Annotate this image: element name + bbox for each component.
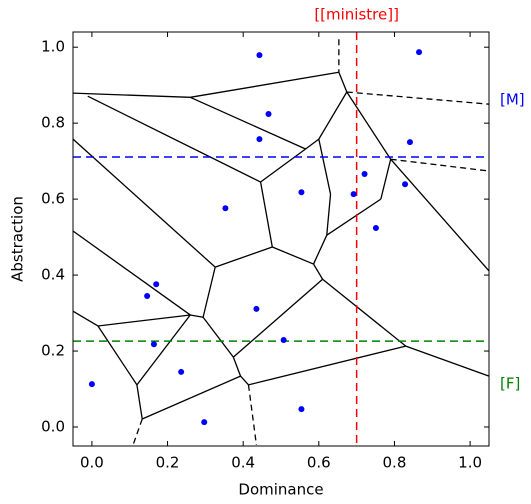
point (280, 337, 287, 344)
y-tick-label: 0.0 (41, 418, 65, 436)
voronoi-edge (189, 96, 306, 150)
x-tick-label: 0.2 (156, 454, 180, 472)
point (153, 281, 160, 288)
voronoi-edge (326, 198, 382, 236)
point (416, 49, 423, 56)
point (222, 205, 229, 212)
y-axis-label: Abstraction (9, 196, 27, 282)
y-tick-label: 0.6 (41, 190, 65, 208)
point (88, 381, 95, 388)
x-tick-label: 1.0 (458, 454, 482, 472)
voronoi-edge (232, 356, 242, 377)
y-tick-label: 1.0 (41, 38, 65, 56)
reference-label: [M] (500, 91, 525, 109)
reference-label: [F] (500, 375, 520, 393)
y-tick-label: 0.2 (41, 342, 65, 360)
voronoi-edge (136, 384, 143, 420)
voronoi-edge (346, 91, 490, 105)
voronoi-edge (72, 230, 191, 316)
point (361, 171, 368, 178)
voronoi-edge (318, 138, 332, 195)
voronoi-edge (405, 345, 490, 377)
voronoi-edge (240, 375, 249, 386)
voronoi-edge (312, 234, 328, 265)
point (298, 406, 305, 413)
voronoi-edge (97, 325, 138, 386)
x-tick-label: 0.4 (231, 454, 255, 472)
voronoi-edge (232, 278, 324, 358)
voronoi-edge (72, 310, 99, 327)
point (402, 181, 409, 188)
x-tick-label: 0.0 (80, 454, 104, 472)
point (372, 224, 379, 231)
point (350, 191, 357, 198)
voronoi-edge (305, 138, 320, 150)
voronoi-edge (202, 316, 234, 358)
voronoi-edge (141, 375, 241, 420)
point (298, 189, 305, 196)
point (406, 139, 413, 146)
voronoi-edge (248, 345, 406, 386)
voronoi-edge (380, 159, 392, 200)
voronoi-edge (390, 158, 490, 272)
voronoi-edge (87, 95, 261, 183)
voronoi-edge (136, 314, 191, 386)
voronoi-edge (72, 92, 191, 98)
voronoi-edge (346, 91, 392, 160)
x-tick-label: 0.6 (307, 454, 331, 472)
voronoi-edge (338, 72, 348, 93)
voronoi-edge (390, 158, 490, 172)
point (178, 368, 185, 375)
x-axis-label: Dominance (238, 481, 323, 499)
voronoi-edge (260, 148, 306, 183)
voronoi-edge (190, 314, 204, 318)
x-tick-label: 0.8 (383, 454, 407, 472)
voronoi-edge (318, 91, 348, 140)
point (253, 305, 260, 312)
voronoi-edge (72, 138, 216, 268)
voronoi-edge (97, 314, 191, 327)
voronoi-edge (322, 278, 407, 347)
voronoi-edge (214, 246, 273, 268)
point (256, 52, 263, 59)
point (265, 111, 272, 118)
point (144, 292, 151, 299)
voronoi-edge (326, 194, 332, 236)
y-tick-label: 0.8 (41, 114, 65, 132)
point (201, 419, 208, 426)
point (150, 341, 157, 348)
y-tick-label: 0.4 (41, 266, 65, 284)
voronoi-edge (132, 418, 143, 446)
voronoi-edge (259, 181, 273, 248)
voronoi-edge (272, 246, 314, 265)
voronoi-edge (190, 71, 339, 98)
reference-label: [[ministre]] (314, 6, 399, 24)
voronoi-edge (312, 263, 324, 280)
plot-frame (72, 31, 490, 447)
voronoi-edge (247, 384, 258, 445)
voronoi-edge (202, 266, 216, 318)
point (256, 136, 263, 143)
